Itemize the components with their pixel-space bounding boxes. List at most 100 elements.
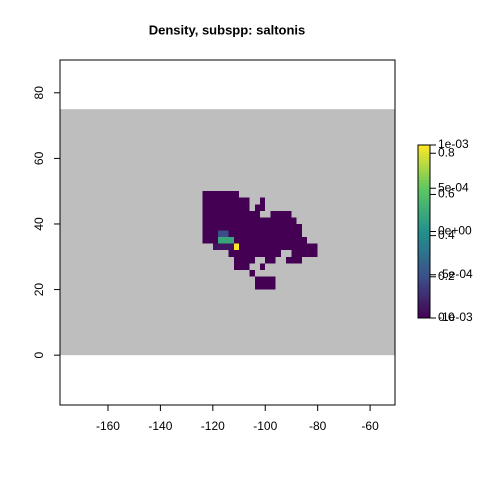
- raster-cell: [202, 237, 219, 244]
- colorbar-segment: [418, 289, 430, 293]
- legend-tick-label: 0.0: [438, 310, 455, 324]
- colorbar-segment: [418, 199, 430, 204]
- y-tick-label: 40: [32, 217, 46, 231]
- colorbar-segment: [418, 248, 430, 253]
- colorbar-segment: [418, 211, 430, 215]
- colorbar-segment: [418, 237, 430, 241]
- colorbar-segment: [418, 294, 430, 299]
- colorbar-segment: [418, 153, 430, 158]
- raster-cell: [233, 263, 250, 270]
- colorbar-segment: [418, 309, 430, 313]
- colorbar-segment: [418, 179, 430, 183]
- colorbar-segment: [418, 254, 430, 258]
- colorbar-segment: [418, 173, 430, 178]
- colorbar-segment: [418, 306, 430, 310]
- colorbar-segment: [418, 191, 430, 195]
- colorbar-segment: [418, 159, 430, 163]
- raster-cell: [249, 269, 255, 277]
- colorbar-segment: [418, 286, 430, 290]
- colorbar-segment: [418, 274, 430, 279]
- colorbar-segment: [418, 168, 430, 172]
- colorbar-segment: [418, 268, 430, 273]
- colorbar-segment: [418, 185, 430, 189]
- x-tick-label: -100: [253, 419, 277, 433]
- y-tick-label: 80: [32, 86, 46, 100]
- colorbar-segment: [418, 300, 430, 305]
- raster-cell: [202, 217, 297, 224]
- legend-tick-label: 0.2: [438, 269, 455, 283]
- colorbar-segment: [418, 263, 430, 267]
- colorbar-segment: [418, 208, 430, 212]
- colorbar-segment: [418, 194, 430, 198]
- x-tick-label: -120: [201, 419, 225, 433]
- raster-cell: [254, 204, 266, 211]
- colorbar-segment: [418, 283, 430, 287]
- legend-tick-label: 0.4: [438, 228, 455, 242]
- colorbar-segment: [418, 231, 430, 235]
- raster-cell: [233, 237, 308, 244]
- y-tick-label: 60: [32, 151, 46, 165]
- colorbar-segment: [418, 277, 430, 282]
- raster-cell: [233, 256, 255, 264]
- colorbar-segment: [418, 222, 430, 227]
- colorbar-segment: [418, 219, 430, 224]
- colorbar-segment: [418, 315, 430, 319]
- raster-cell: [202, 230, 219, 238]
- colorbar-segment: [418, 234, 430, 238]
- raster-cell: [212, 243, 234, 251]
- raster-cell: [286, 256, 302, 264]
- colorbar-segment: [418, 266, 430, 270]
- legend-tick-label: 0.6: [438, 187, 455, 201]
- colorbar-segment: [418, 182, 430, 186]
- colorbar-segment: [418, 312, 430, 316]
- colorbar-segment: [418, 243, 430, 247]
- colorbar-segment: [418, 150, 430, 155]
- colorbar-segment: [418, 165, 430, 169]
- colorbar-segment: [418, 271, 430, 276]
- raster-cell: [265, 256, 276, 264]
- legend-tick-label: 0.8: [438, 145, 455, 159]
- chart-title: Density, subspp: saltonis: [149, 22, 306, 37]
- colorbar-segment: [418, 251, 430, 256]
- raster-cell: [291, 250, 318, 257]
- colorbar-segment: [418, 145, 430, 149]
- raster-cell: [228, 230, 302, 238]
- colorbar-segment: [418, 257, 430, 261]
- colorbar-segment: [418, 202, 430, 207]
- raster-cell: [254, 276, 276, 284]
- colorbar-segment: [418, 214, 430, 218]
- legend-tick-label: -1e-03: [438, 310, 473, 324]
- colorbar-segment: [418, 162, 430, 166]
- colorbar-segment: [418, 156, 430, 160]
- y-tick-label: 0: [32, 351, 46, 358]
- raster-cell: [260, 197, 266, 205]
- legend-tick-label: 0e+00: [438, 224, 472, 238]
- raster-cell: [202, 223, 302, 231]
- colorbar-segment: [418, 205, 430, 209]
- colorbar-segment: [418, 196, 430, 201]
- raster-cell: [254, 283, 276, 290]
- raster-cell: [239, 243, 318, 251]
- colorbar-segment: [418, 228, 430, 232]
- raster-cell: [202, 204, 250, 211]
- colorbar-segment: [418, 245, 430, 250]
- raster-cell: [270, 210, 292, 218]
- raster-cell: [233, 243, 240, 251]
- colorbar-segment: [418, 303, 430, 307]
- raster-cell: [202, 197, 250, 205]
- colorbar-segment: [418, 292, 430, 296]
- colorbar-segment: [418, 217, 430, 221]
- colorbar-segment: [418, 147, 430, 152]
- colorbar-segment: [418, 188, 430, 192]
- x-tick-label: -80: [309, 419, 327, 433]
- colorbar-segment: [418, 297, 430, 302]
- raster-cell: [202, 210, 261, 218]
- colorbar-segment: [418, 280, 430, 284]
- colorbar-segment: [418, 240, 430, 244]
- plot-area: [60, 109, 395, 356]
- raster-cell: [228, 250, 281, 257]
- y-tick-label: 20: [32, 283, 46, 297]
- legend-tick-label: 1e-03: [438, 137, 469, 151]
- raster-cell: [202, 191, 240, 198]
